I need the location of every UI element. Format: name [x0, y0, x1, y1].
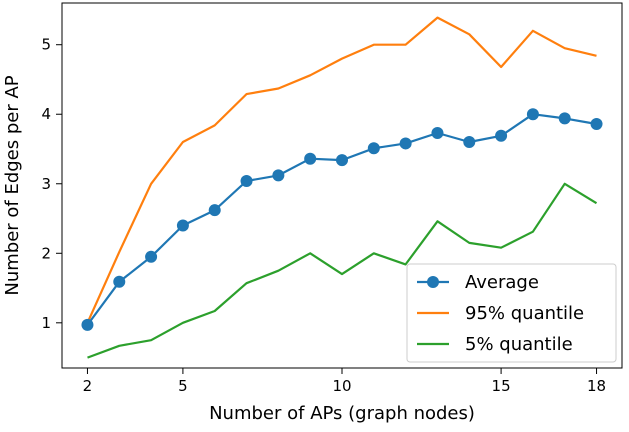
legend-entry: Average — [465, 272, 539, 293]
legend-entry: 5% quantile — [465, 334, 573, 355]
data-point — [240, 174, 253, 187]
data-point — [495, 129, 508, 142]
data-point — [590, 117, 603, 130]
data-point — [81, 318, 94, 331]
data-point — [526, 108, 539, 121]
data-point — [558, 112, 571, 125]
data-point — [399, 137, 412, 150]
legend-marker — [427, 276, 439, 288]
data-point — [336, 154, 348, 167]
data-point — [272, 169, 285, 182]
x-tick-label: 15 — [492, 377, 511, 395]
legend-entry: 95% quantile — [465, 303, 584, 324]
data-point — [176, 219, 189, 232]
series-layer — [81, 16, 603, 359]
y-tick-label: 3 — [41, 175, 51, 193]
x-tick-label: 2 — [83, 377, 93, 395]
x-tick-label: 18 — [587, 377, 606, 395]
data-point — [208, 204, 221, 217]
data-point — [431, 127, 444, 140]
series-line-95-quantile — [86, 16, 597, 324]
x-tick-label: 5 — [178, 377, 188, 395]
data-point — [113, 275, 126, 288]
y-tick-label: 2 — [41, 244, 51, 262]
y-tick-label: 5 — [41, 36, 51, 54]
series-line-5-quantile — [87, 182, 598, 359]
data-point — [367, 142, 380, 155]
y-tick-label: 4 — [41, 105, 51, 123]
x-axis-label: Number of APs (graph nodes) — [209, 403, 475, 424]
legend: Average 95% quantile 5% quantile — [406, 263, 617, 363]
data-point — [463, 136, 476, 149]
data-point — [304, 152, 317, 165]
y-axis-label: Number of Edges per AP — [2, 75, 23, 295]
x-tick-label: 10 — [332, 377, 351, 395]
data-point — [145, 250, 158, 263]
axes: 2 5 10 15 18 1 2 3 4 5 — [41, 36, 606, 395]
y-tick-label: 1 — [41, 314, 51, 332]
legend-box — [406, 263, 617, 363]
